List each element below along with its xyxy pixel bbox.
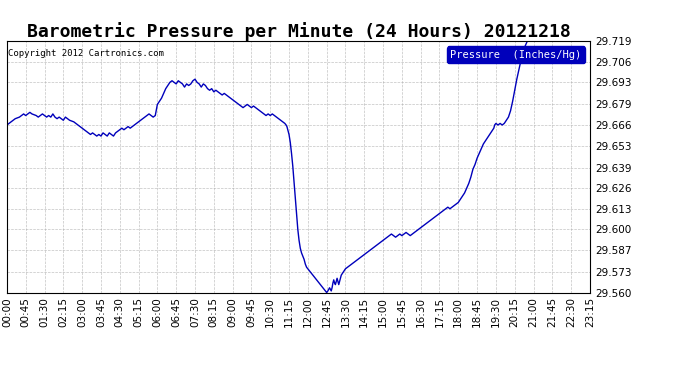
Title: Barometric Pressure per Minute (24 Hours) 20121218: Barometric Pressure per Minute (24 Hours… [26, 22, 571, 41]
Legend: Pressure  (Inches/Hg): Pressure (Inches/Hg) [447, 46, 584, 63]
Text: Copyright 2012 Cartronics.com: Copyright 2012 Cartronics.com [8, 49, 164, 58]
